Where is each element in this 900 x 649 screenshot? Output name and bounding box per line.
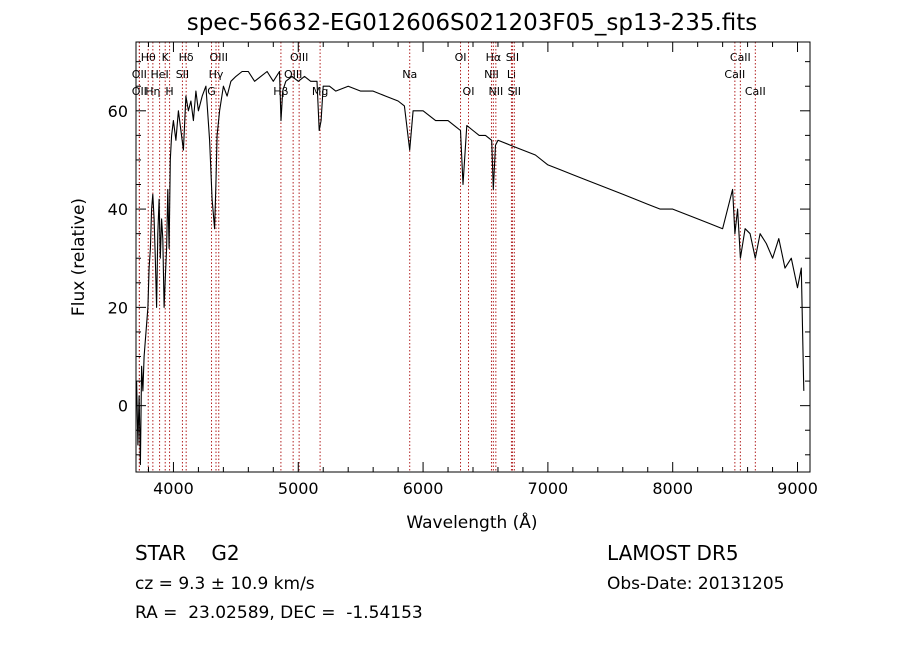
x-axis: 4000 5000 6000 7000 8000 9000 (147, 42, 818, 498)
line-marker-label: G (207, 85, 216, 98)
line-marker-label: Na (402, 68, 417, 81)
line-marker-label: Mg (312, 85, 328, 98)
line-marker-label: Hβ (273, 85, 288, 98)
redshift-readout: cz = 9.3 ± 10.9 km/s (135, 574, 315, 594)
line-marker-label: NII (488, 85, 503, 98)
line-marker-label: Hθ (141, 51, 156, 64)
chart-title: spec-56632-EG012606S021203F05_sp13-235.f… (187, 10, 758, 36)
line-marker-label: SII (508, 85, 521, 98)
y-axis: 0 20 40 60 (108, 61, 810, 456)
x-tick-label: 4000 (153, 479, 194, 498)
observation-date: Obs-Date: 20131205 (607, 574, 785, 594)
line-marker-label: Hδ (179, 51, 194, 64)
line-marker-label: Hα (486, 51, 502, 64)
line-marker-label: Hη (145, 85, 160, 98)
line-marker-label: NII (484, 68, 499, 81)
line-marker-label: CaII (724, 68, 745, 81)
spectrum-line (136, 70, 805, 466)
line-marker-label: CaII (745, 85, 766, 98)
y-tick-label: 60 (108, 102, 128, 121)
y-tick-label: 0 (118, 397, 128, 416)
series-layer (136, 70, 805, 466)
line-marker-label: SII (176, 68, 189, 81)
survey-name: LAMOST DR5 (607, 541, 739, 565)
plot-frame (135, 41, 811, 473)
x-tick-label: 9000 (777, 479, 818, 498)
x-axis-label: Wavelength (Å) (406, 511, 537, 533)
line-marker-label: OI (463, 85, 475, 98)
line-marker-label: OIII (290, 51, 308, 64)
line-marker-label: SII (506, 51, 519, 64)
y-tick-label: 40 (108, 200, 128, 219)
object-class: STAR G2 (135, 541, 240, 565)
y-tick-label: 20 (108, 298, 128, 317)
x-tick-label: 6000 (403, 479, 444, 498)
line-marker-label: HeI (150, 68, 168, 81)
line-marker-label: K (162, 51, 170, 64)
line-marker-label: OI (455, 51, 467, 64)
line-marker-label: H (165, 85, 173, 98)
coordinates-readout: RA = 23.02589, DEC = -1.54153 (135, 603, 423, 623)
x-tick-label: 8000 (652, 479, 693, 498)
y-axis-label: Flux (relative) (69, 198, 89, 316)
line-marker-label: OIII (284, 68, 302, 81)
spectrum-chart: spec-56632-EG012606S021203F05_sp13-235.f… (69, 10, 818, 533)
x-tick-label: 5000 (278, 479, 319, 498)
line-marker-label: Hγ (209, 68, 224, 81)
line-marker-label: CaII (730, 51, 751, 64)
line-marker-label: Li (507, 68, 516, 81)
x-tick-label: 7000 (528, 479, 569, 498)
line-marker-label: OIII (210, 51, 228, 64)
